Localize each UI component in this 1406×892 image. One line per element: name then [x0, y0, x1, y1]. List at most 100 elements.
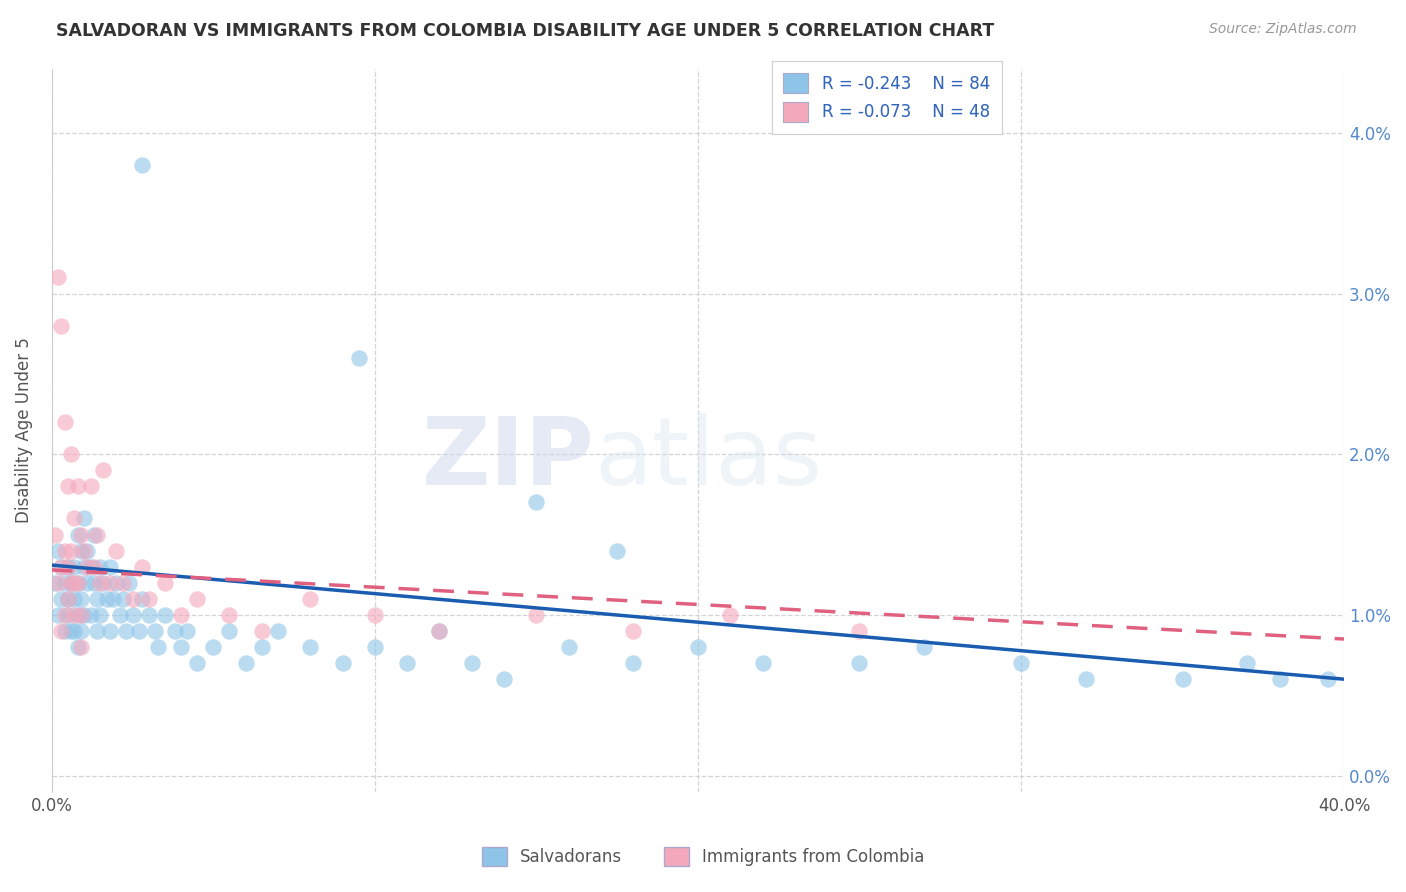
- Point: [494, 672, 516, 686]
- Point: [1268, 672, 1291, 686]
- Point: [121, 591, 143, 606]
- Point: [1074, 672, 1097, 686]
- Point: [69, 527, 91, 541]
- Point: [364, 640, 387, 654]
- Point: [86, 591, 108, 606]
- Point: [686, 640, 709, 654]
- Point: [299, 640, 322, 654]
- Point: [66, 575, 89, 590]
- Point: [56, 591, 79, 606]
- Point: [621, 624, 644, 638]
- Point: [79, 607, 101, 622]
- Point: [128, 624, 150, 638]
- Point: [186, 591, 208, 606]
- Y-axis label: Disability Age Under 5: Disability Age Under 5: [15, 337, 32, 523]
- Point: [848, 656, 870, 670]
- Point: [429, 624, 451, 638]
- Point: [98, 559, 121, 574]
- Point: [44, 575, 66, 590]
- Point: [60, 447, 83, 461]
- Point: [51, 559, 73, 574]
- Point: [56, 559, 79, 574]
- Point: [143, 624, 166, 638]
- Point: [218, 607, 240, 622]
- Point: [153, 575, 176, 590]
- Point: [131, 591, 153, 606]
- Point: [63, 575, 86, 590]
- Point: [53, 607, 76, 622]
- Legend: R = -0.243    N = 84, R = -0.073    N = 48: R = -0.243 N = 84, R = -0.073 N = 48: [772, 62, 1001, 134]
- Point: [250, 640, 273, 654]
- Point: [170, 640, 193, 654]
- Point: [131, 158, 153, 172]
- Text: Source: ZipAtlas.com: Source: ZipAtlas.com: [1209, 22, 1357, 37]
- Point: [176, 624, 198, 638]
- Point: [60, 575, 83, 590]
- Point: [63, 591, 86, 606]
- Point: [46, 607, 69, 622]
- Point: [461, 656, 484, 670]
- Point: [101, 591, 124, 606]
- Point: [364, 607, 387, 622]
- Point: [118, 575, 141, 590]
- Point: [73, 607, 96, 622]
- Point: [347, 351, 370, 365]
- Point: [73, 511, 96, 525]
- Point: [60, 575, 83, 590]
- Point: [86, 624, 108, 638]
- Point: [93, 463, 115, 477]
- Point: [73, 559, 96, 574]
- Point: [56, 591, 79, 606]
- Point: [69, 640, 91, 654]
- Point: [111, 591, 134, 606]
- Point: [83, 575, 105, 590]
- Point: [79, 479, 101, 493]
- Point: [63, 624, 86, 638]
- Point: [299, 591, 322, 606]
- Point: [121, 607, 143, 622]
- Point: [76, 559, 98, 574]
- Point: [751, 656, 773, 670]
- Point: [131, 559, 153, 574]
- Point: [51, 591, 73, 606]
- Point: [115, 624, 138, 638]
- Point: [66, 607, 89, 622]
- Point: [46, 575, 69, 590]
- Point: [98, 624, 121, 638]
- Point: [66, 527, 89, 541]
- Point: [557, 640, 579, 654]
- Point: [138, 591, 160, 606]
- Point: [69, 591, 91, 606]
- Point: [105, 575, 128, 590]
- Point: [60, 543, 83, 558]
- Point: [718, 607, 741, 622]
- Text: atlas: atlas: [595, 413, 823, 505]
- Point: [69, 607, 91, 622]
- Point: [63, 607, 86, 622]
- Point: [218, 624, 240, 638]
- Point: [98, 575, 121, 590]
- Point: [153, 607, 176, 622]
- Point: [60, 624, 83, 638]
- Point: [69, 543, 91, 558]
- Point: [250, 624, 273, 638]
- Point: [53, 575, 76, 590]
- Point: [848, 624, 870, 638]
- Point: [51, 318, 73, 333]
- Point: [53, 624, 76, 638]
- Point: [83, 559, 105, 574]
- Point: [63, 511, 86, 525]
- Point: [235, 656, 257, 670]
- Point: [56, 559, 79, 574]
- Point: [332, 656, 354, 670]
- Point: [912, 640, 935, 654]
- Point: [66, 575, 89, 590]
- Point: [621, 656, 644, 670]
- Point: [396, 656, 419, 670]
- Point: [526, 607, 548, 622]
- Point: [56, 607, 79, 622]
- Point: [170, 607, 193, 622]
- Point: [163, 624, 186, 638]
- Point: [46, 270, 69, 285]
- Point: [63, 559, 86, 574]
